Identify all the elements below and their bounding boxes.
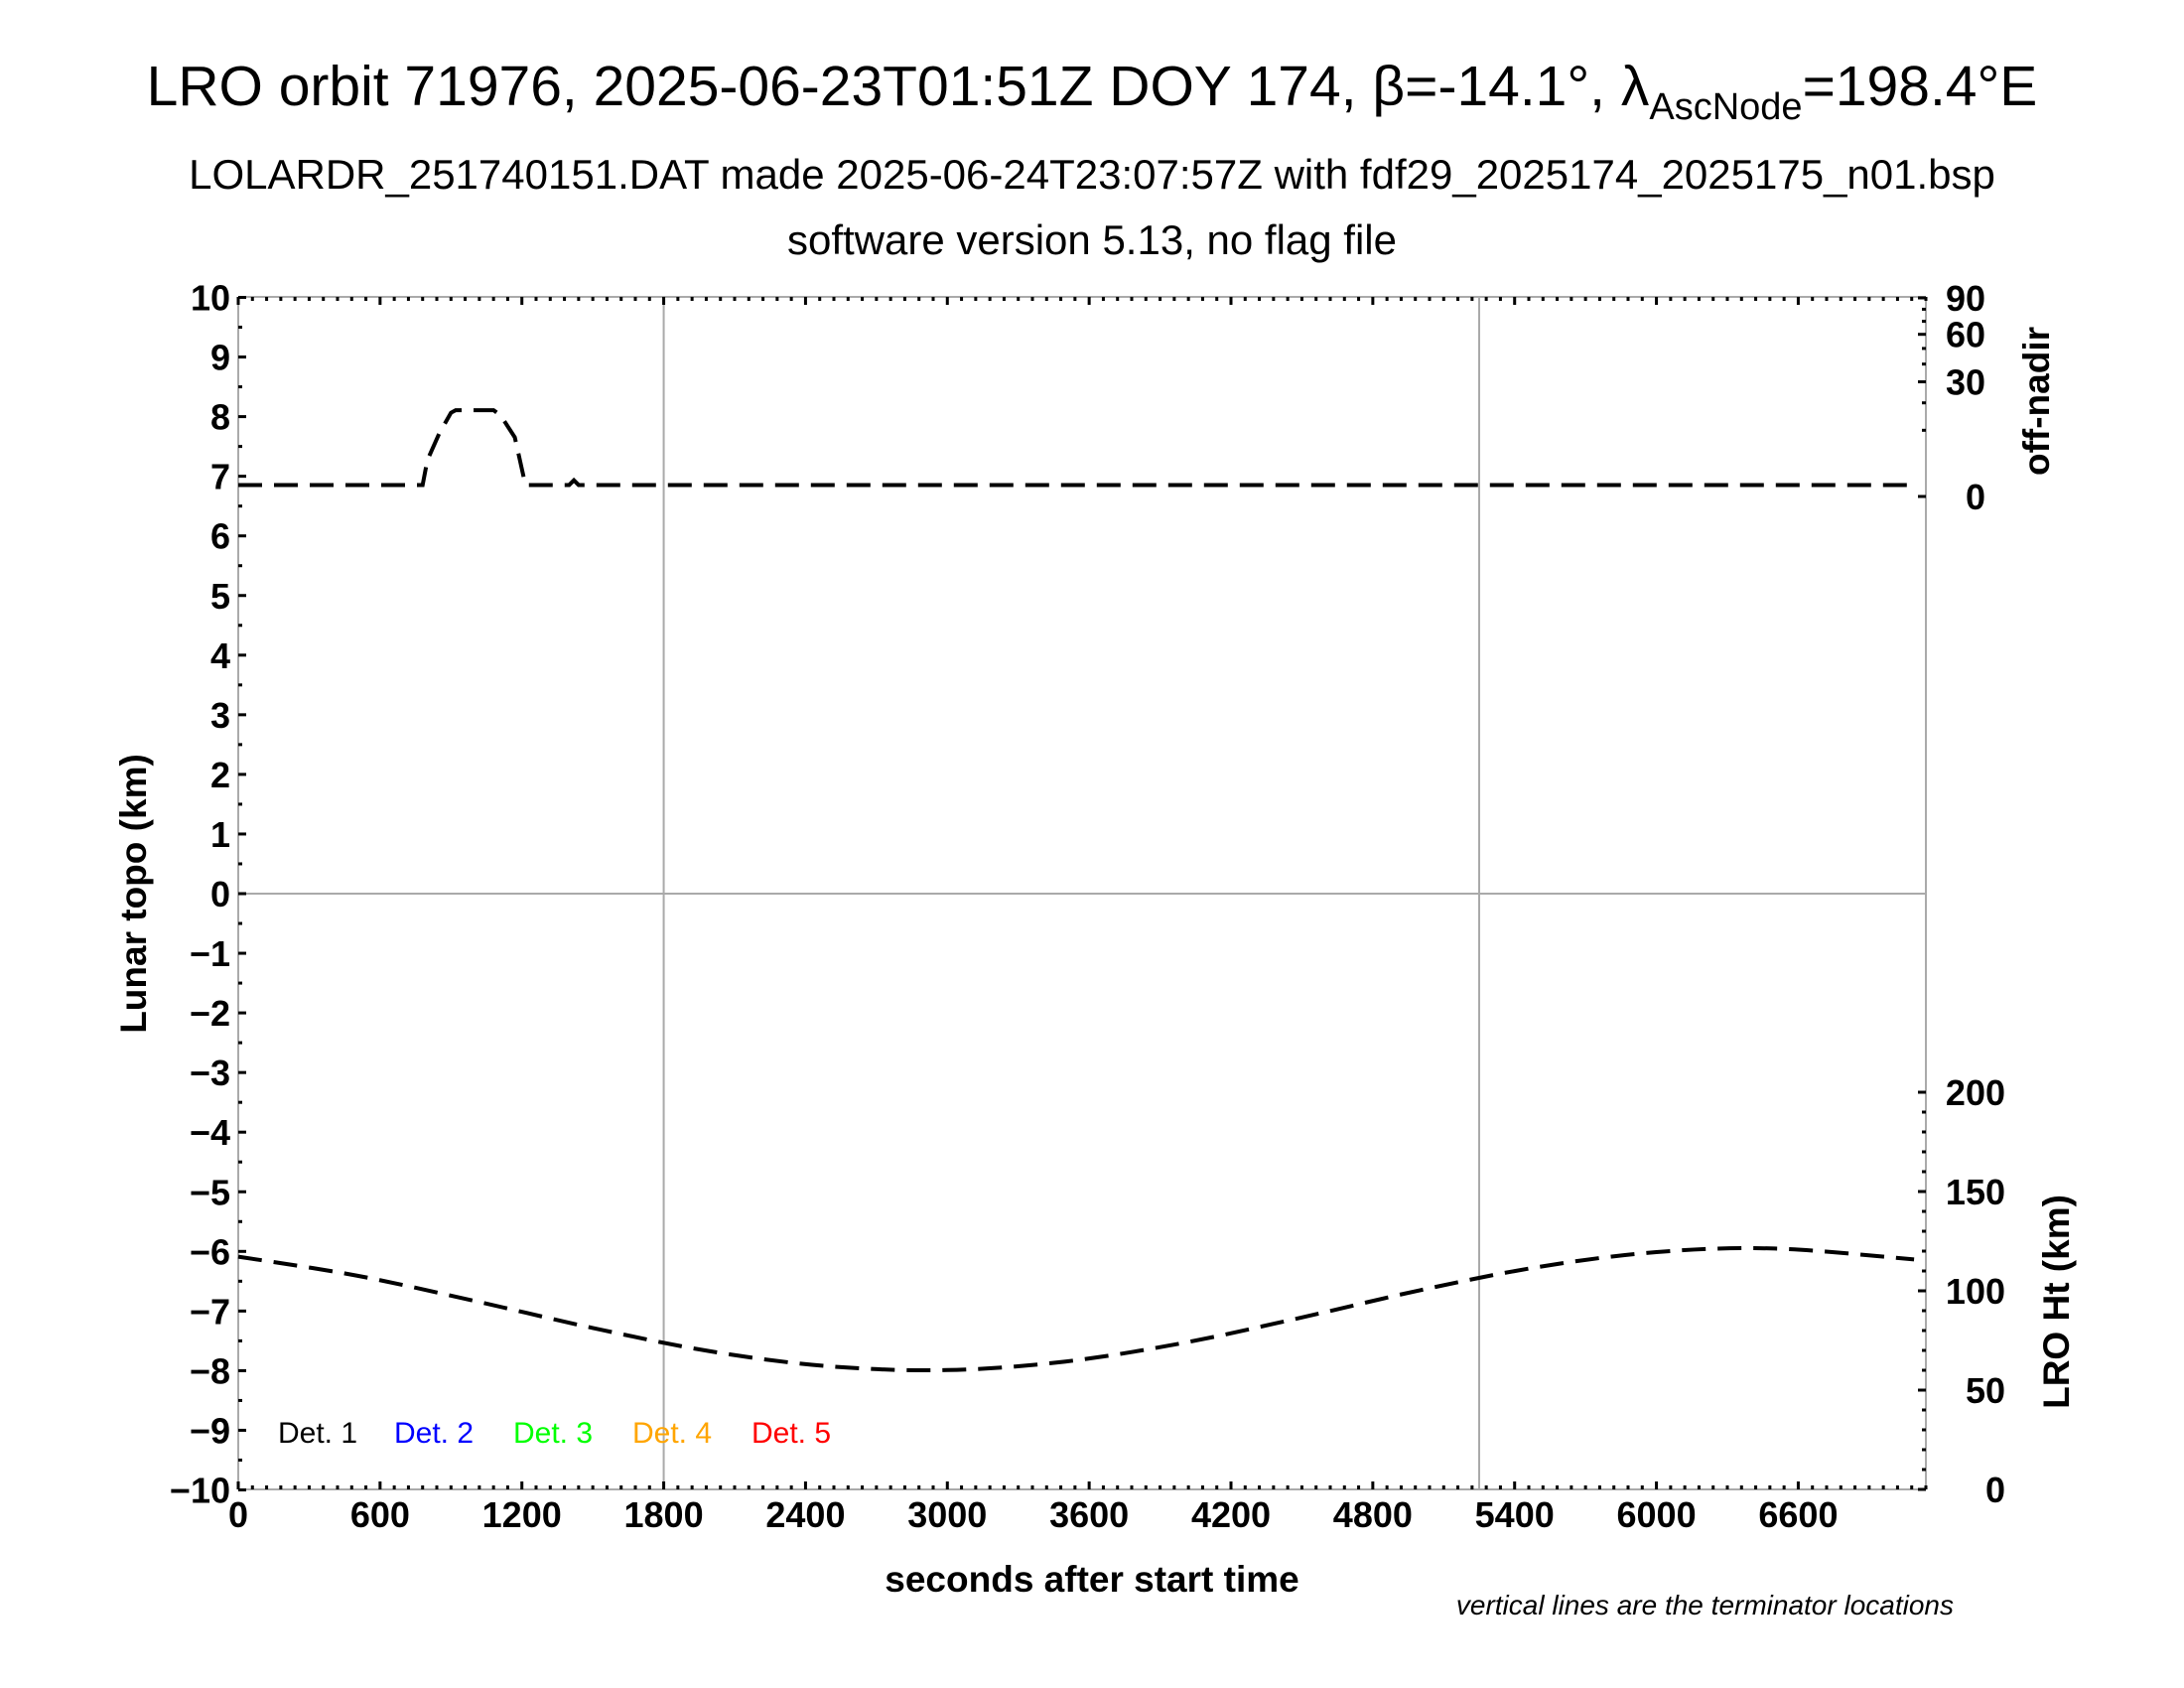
x-tick-label: 1200 — [482, 1494, 562, 1535]
right-axis-label-lro-ht: LRO Ht (km) — [2036, 1195, 2077, 1409]
grid-lines — [238, 297, 1926, 1489]
y-tick-label: 2 — [210, 755, 230, 795]
y-axis-label: Lunar topo (km) — [113, 754, 154, 1034]
lro-ht-tick-label: 0 — [1985, 1470, 2005, 1510]
x-tick-label: 3000 — [907, 1494, 987, 1535]
x-tick-label: 0 — [228, 1494, 248, 1535]
y-tick-label: 8 — [210, 397, 230, 438]
legend-item-det-2: Det. 2 — [394, 1417, 474, 1450]
y-tick-label: −3 — [190, 1053, 230, 1093]
legend-item-det-3: Det. 3 — [513, 1417, 593, 1450]
right-axis-label-off-nadir: off-nadir — [2016, 327, 2057, 476]
off-nadir-tick-label: 90 — [1946, 278, 1985, 319]
lro-ht-tick-label: 50 — [1966, 1370, 2005, 1411]
legend-item-det-1: Det. 1 — [278, 1417, 357, 1450]
y-tick-label: 9 — [210, 338, 230, 378]
x-tick-label: 4800 — [1333, 1494, 1413, 1535]
legend-item-det-4: Det. 4 — [632, 1417, 712, 1450]
y-tick-label: 10 — [191, 278, 230, 319]
x-tick-label: 4200 — [1191, 1494, 1271, 1535]
y-tick-label: −9 — [190, 1410, 230, 1451]
y-tick-label: −5 — [190, 1172, 230, 1212]
y-tick-label: 5 — [210, 576, 230, 617]
x-tick-label: 5400 — [1475, 1494, 1555, 1535]
y-tick-label: −6 — [190, 1231, 230, 1272]
y-tick-label: −1 — [190, 933, 230, 974]
y-tick-label: −7 — [190, 1291, 230, 1332]
chart-title: LRO orbit 71976, 2025-06-23T01:51Z DOY 1… — [147, 55, 2038, 128]
x-axis-label: seconds after start time — [885, 1559, 1298, 1600]
y-tick-label: −2 — [190, 993, 230, 1034]
y-tick-label: −4 — [190, 1112, 230, 1153]
y-tick-label: 3 — [210, 695, 230, 736]
axes: 0 600 1200 1800 2400 3000 3600 4200 4800 5400 6000… — [170, 278, 2005, 1536]
y-tick-label: 7 — [210, 457, 230, 497]
x-tick-label: 1800 — [624, 1494, 704, 1535]
lro-ht-tick-label: 100 — [1946, 1271, 2005, 1312]
y-tick-label: 0 — [210, 874, 230, 914]
lro-height-line — [237, 1246, 1915, 1373]
y-tick-label: 6 — [210, 516, 230, 557]
x-tick-label: 2400 — [765, 1494, 845, 1535]
off-nadir-line — [238, 408, 1915, 488]
x-tick-label: 600 — [350, 1494, 410, 1535]
chart-subtitle-version: software version 5.13, no flag file — [787, 216, 1397, 263]
x-tick-label: 6600 — [1758, 1494, 1838, 1535]
y-tick-label: 4 — [210, 635, 230, 676]
terminator-note: vertical lines are the terminator locati… — [1456, 1590, 1954, 1620]
x-tick-label: 3600 — [1049, 1494, 1129, 1535]
y-tick-label: −10 — [170, 1471, 230, 1511]
off-nadir-tick-label: 0 — [1966, 477, 1985, 517]
legend-item-det-5: Det. 5 — [751, 1417, 831, 1450]
legend: Det. 1 Det. 2 Det. 3 Det. 4 Det. 5 — [278, 1417, 831, 1450]
series-lines — [237, 408, 1915, 1373]
y-tick-label: −8 — [190, 1350, 230, 1391]
off-nadir-tick-label: 60 — [1946, 315, 1985, 355]
off-nadir-tick-label: 30 — [1946, 362, 1985, 403]
lro-ht-tick-label: 200 — [1946, 1072, 2005, 1113]
x-tick-label: 6000 — [1617, 1494, 1697, 1535]
lro-ht-tick-label: 150 — [1946, 1172, 2005, 1212]
chart-subtitle-file: LOLARDR_251740151.DAT made 2025-06-24T23… — [189, 151, 1995, 198]
y-tick-label: 1 — [210, 814, 230, 855]
